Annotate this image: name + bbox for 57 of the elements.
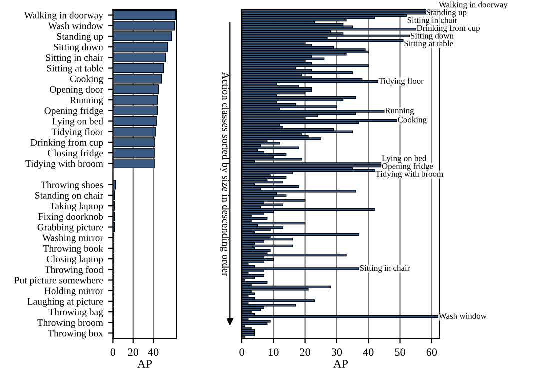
y-tick-label: Cooking [70, 76, 104, 84]
x-tick-label: 10 [269, 348, 279, 356]
x-axis-title: AP [138, 360, 152, 368]
y-tick-label: Throwing bag [48, 308, 104, 318]
x-tick-label: 40 [363, 348, 374, 356]
y-tick-label: Tidying floor [52, 128, 104, 138]
data-label: Sitting at table [404, 40, 454, 48]
y-tick-label: Opening door [50, 86, 104, 95]
data-label: Sitting in chair [408, 17, 458, 25]
y-tick-label: Sitting at table [47, 64, 104, 74]
y-axis-title: Action classes sorted by size in descending order [220, 72, 230, 276]
y-tick-label: Sitting in chair [46, 54, 104, 64]
x-tick-label: 0 [240, 348, 244, 356]
y-tick-label: Throwing book [43, 245, 104, 254]
y-tick-label: Throwing box [48, 330, 104, 339]
y-tick-label: Closing fridge [48, 150, 104, 159]
y-tick-label: Standing on chair [36, 192, 104, 201]
y-tick-label: Put picture somewhere [14, 276, 104, 286]
y-tick-label: Fixing doorknob [38, 213, 104, 222]
y-tick-label: Running [70, 97, 104, 106]
y-tick-label: Taking laptop [50, 202, 104, 212]
y-tick-label: Drinking from cup [30, 139, 104, 148]
y-tick-label: Grabbing picture [38, 224, 104, 233]
y-tick-label: Wash window [48, 22, 104, 30]
y-tick-label: Sitting down [54, 44, 104, 53]
x-tick-label: 20 [128, 348, 139, 356]
y-tick-label: Throwing food [45, 266, 104, 276]
data-label: Running [385, 108, 414, 116]
data-label: Walking in doorway [438, 2, 508, 10]
y-tick-label: Lying on bed [52, 118, 104, 127]
data-label: Wash window [438, 313, 487, 320]
data-label: Sitting in chair [360, 265, 410, 273]
x-tick-label: 60 [426, 348, 438, 356]
data-label: Lying on bed [382, 155, 427, 164]
data-label: Standing up [426, 9, 467, 18]
x-tick-label: 50 [395, 348, 406, 356]
data-label: Tidying floor [378, 78, 424, 86]
x-tick-label: 30 [332, 348, 342, 356]
y-tick-label: Holding mirror [44, 287, 104, 296]
x-tick-label: 0 [110, 348, 116, 356]
y-tick-label: Throwing broom [37, 319, 104, 328]
data-label: Cooking [398, 116, 427, 125]
y-tick-label: Standing up [57, 33, 104, 42]
x-tick-label: 20 [300, 348, 310, 356]
data-label: Sitting down [411, 32, 454, 41]
data-label: Opening fridge [382, 163, 434, 171]
y-tick-label: Tidying with broom [26, 160, 104, 170]
y-tick-label: Opening fridge [44, 107, 104, 116]
y-tick-label: Laughing at picture [28, 298, 104, 307]
y-tick-label: Throwing shoes [41, 181, 104, 190]
x-axis-title: AP [333, 360, 348, 368]
y-tick-label: Closing laptop [46, 256, 104, 265]
data-label: Drinking from cup [417, 24, 480, 33]
y-tick-label: Walking in doorway [24, 12, 104, 21]
x-tick-label: 40 [148, 348, 159, 356]
y-tick-label: Washing mirror [42, 234, 104, 244]
data-label: Tidying with broom [376, 170, 444, 179]
